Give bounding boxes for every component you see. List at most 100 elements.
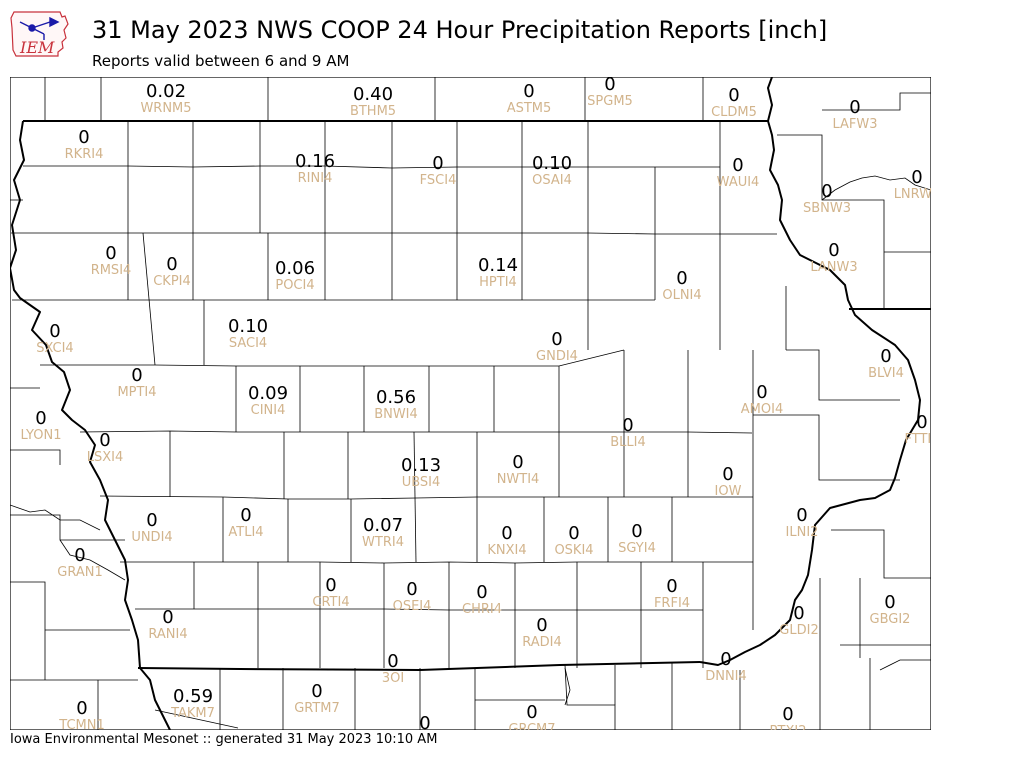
station-plot: 0FTTI4 <box>904 412 931 447</box>
station-id: GRCM7 <box>508 722 555 730</box>
precip-value: 0 <box>720 649 731 670</box>
station-id: WAUI4 <box>717 175 760 190</box>
station-id: GLDI2 <box>779 623 818 638</box>
station-id: UBSI4 <box>402 475 441 490</box>
station-id: FRFI4 <box>654 596 690 611</box>
station-id: CHRI4 <box>462 602 502 617</box>
station-plot: 0 <box>419 713 430 730</box>
station-id: CINI4 <box>251 403 286 418</box>
precip-value: 0 <box>551 329 562 350</box>
station-id: KNXI4 <box>487 543 526 558</box>
station-id: OSAI4 <box>532 173 572 188</box>
county-boundaries <box>10 77 931 730</box>
station-id: RINI4 <box>298 171 333 186</box>
precip-value: 0 <box>604 77 615 95</box>
station-id: LNRW3 <box>894 187 931 202</box>
precip-value: 0 <box>728 85 739 106</box>
precip-value: 0 <box>884 592 895 613</box>
map-subtitle: Reports valid between 6 and 9 AM <box>92 52 350 70</box>
precip-value: 0 <box>49 321 60 342</box>
precip-value: 0 <box>916 412 927 433</box>
station-id: BTHM5 <box>350 104 396 119</box>
station-id: IOW <box>715 484 742 499</box>
precip-value: 0 <box>387 651 398 672</box>
precip-value: 0 <box>666 576 677 597</box>
station-id: GBGI2 <box>870 612 911 627</box>
precip-value: 0 <box>146 510 157 531</box>
precip-value: 0.10 <box>532 153 572 174</box>
iem-logo: IEM <box>10 11 69 57</box>
precip-value: 0 <box>849 97 860 118</box>
precip-value: 0 <box>828 240 839 261</box>
precip-value: 0 <box>99 430 110 451</box>
precip-value: 0.56 <box>376 387 416 408</box>
precip-value: 0.40 <box>353 84 393 105</box>
precip-value: 0 <box>622 415 633 436</box>
precip-value: 0.10 <box>228 316 268 337</box>
station-id: SBNW3 <box>803 201 851 216</box>
station-id: DNNI4 <box>705 669 747 684</box>
precip-value: 0 <box>536 615 547 636</box>
station-id: SXCI4 <box>36 341 73 356</box>
station-id: LAFW3 <box>832 117 877 132</box>
precip-value: 0 <box>722 464 733 485</box>
station-plot: 0RTXI2 <box>769 704 806 730</box>
logo-text: IEM <box>19 38 55 57</box>
precip-value: 0 <box>782 704 793 725</box>
station-id: SPGM5 <box>587 94 633 109</box>
precip-value: 0 <box>78 127 89 148</box>
station-id: NWTI4 <box>497 472 540 487</box>
station-id: GRTM7 <box>294 701 340 716</box>
precip-value: 0 <box>240 505 251 526</box>
precip-value: 0 <box>880 346 891 367</box>
station-id: OSKI4 <box>554 543 593 558</box>
station-id: POCI4 <box>275 278 314 293</box>
station-id: GRAN1 <box>57 565 102 580</box>
precip-value: 0.14 <box>478 255 518 276</box>
precip-value: 0 <box>512 452 523 473</box>
station-id: TCMN1 <box>58 718 104 730</box>
station-id: RTXI2 <box>769 724 806 730</box>
precip-value: 0 <box>631 521 642 542</box>
station-id: HPTI4 <box>479 275 517 290</box>
station-id: OSEI4 <box>393 599 432 614</box>
precip-value: 0.09 <box>248 383 288 404</box>
precip-value: 0 <box>74 545 85 566</box>
precip-value: 0 <box>676 268 687 289</box>
precip-value: 0 <box>406 579 417 600</box>
precip-value: 0 <box>756 382 767 403</box>
precip-value: 0 <box>526 702 537 723</box>
footer-credit: Iowa Environmental Mesonet :: generated … <box>10 732 438 747</box>
precip-value: 0 <box>166 254 177 275</box>
